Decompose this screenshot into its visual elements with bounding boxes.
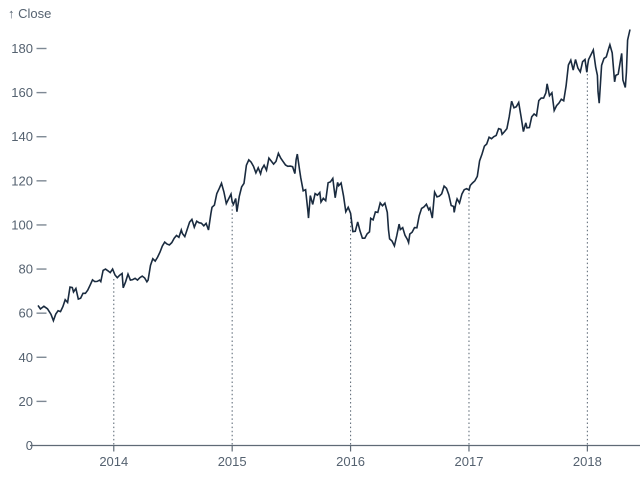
x-tick-label: 2016 [336, 454, 365, 469]
x-tick-label: 2018 [573, 454, 602, 469]
x-tick-label: 2015 [218, 454, 247, 469]
y-tick-label: 60 [19, 306, 33, 321]
y-tick-label: 140 [11, 129, 33, 144]
y-tick-label: 120 [11, 173, 33, 188]
y-tick-label: 0 [26, 438, 33, 453]
y-tick-label: 100 [11, 217, 33, 232]
y-tick-label: 20 [19, 394, 33, 409]
y-tick-label: 80 [19, 262, 33, 277]
y-tick-label: 160 [11, 85, 33, 100]
x-tick-label: 2017 [455, 454, 484, 469]
y-axis-title: ↑ Close [8, 6, 51, 21]
y-tick-label: 180 [11, 41, 33, 56]
x-tick-label: 2014 [99, 454, 128, 469]
close-price-line [37, 29, 631, 324]
y-tick-label: 40 [19, 350, 33, 365]
